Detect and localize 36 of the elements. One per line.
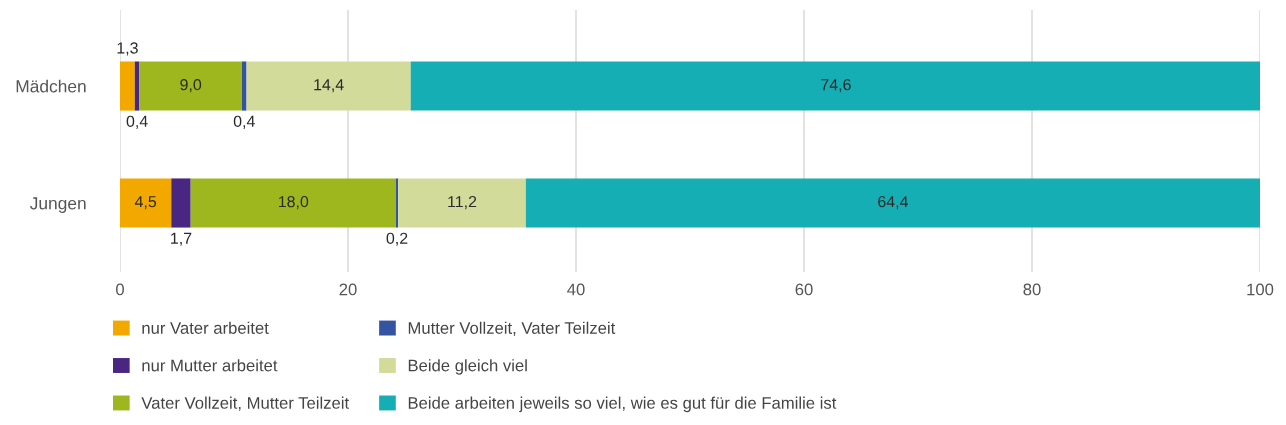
x-tick-label: 100: [1247, 283, 1274, 296]
y-tick-label: Jungen: [29, 197, 86, 213]
data-label: 1,7: [171, 232, 192, 246]
bar: [171, 178, 191, 228]
x-tick-label: 60: [795, 283, 813, 296]
data-label: 1,3: [117, 42, 138, 56]
x-tick-label: 80: [1023, 283, 1041, 296]
legend-label: Vater Vollzeit, Mutter Teilzeit: [141, 396, 350, 411]
data-label: 74,6: [821, 79, 851, 93]
legend-label: Mutter Vollzeit, Vater Teilzeit: [408, 321, 616, 336]
legend-label: Beide gleich viel: [408, 359, 527, 375]
bar: [120, 61, 135, 111]
bar: [120, 178, 172, 228]
bar: [525, 178, 1260, 228]
bar: [398, 178, 526, 228]
y-tick-label: Mädchen: [16, 79, 86, 93]
x-tick-label: 20: [339, 283, 357, 296]
data-label: 9,0: [180, 79, 202, 93]
data-label: 14,4: [314, 79, 344, 93]
legend-label: nur Mutter arbeitet: [142, 359, 278, 372]
bar: [241, 61, 247, 111]
bar: [246, 61, 411, 111]
data-label: 0,2: [386, 232, 408, 246]
legend-label: Beide arbeiten jeweils so viel, wie es gut für die Familie ist: [408, 396, 837, 413]
bar: [190, 178, 396, 228]
data-label: 0,4: [233, 115, 255, 129]
data-label: 11,2: [448, 195, 477, 210]
x-tick-label: 0: [116, 283, 124, 296]
data-label: 64,4: [878, 195, 908, 210]
x-tick-label: 40: [567, 283, 585, 296]
data-label: 18,0: [278, 195, 309, 210]
data-label: 4,5: [134, 196, 157, 210]
legend-label: nur Vater arbeitet: [142, 321, 269, 334]
bar: [410, 61, 1260, 111]
bar: [139, 61, 242, 111]
data-label: 0,4: [126, 115, 148, 129]
